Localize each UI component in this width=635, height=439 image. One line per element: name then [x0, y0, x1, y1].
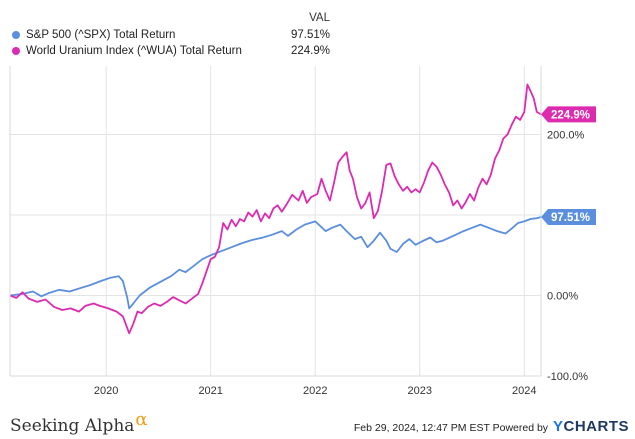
logo-text: Seeking Alpha	[10, 416, 135, 436]
line-chart: 200.0%100.0%0.00%-100.0%2020202120222023…	[9, 66, 596, 397]
wua-end-value-label: 224.9%	[551, 109, 590, 121]
legend-item-value: 224.9%	[290, 45, 330, 57]
y-tick-label: 200.0%	[547, 129, 585, 141]
legend-item-name: S&P 500 (^SPX) Total Return	[26, 29, 176, 41]
wua-series-dot-icon	[12, 47, 20, 55]
y-tick-label: -100.0%	[547, 371, 588, 383]
spx-end-value-label: 97.51%	[551, 212, 590, 224]
legend-item-wua[interactable]: World Uranium Index (^WUA) Total Return …	[12, 43, 330, 59]
legend-item-name: World Uranium Index (^WUA) Total Return	[26, 45, 242, 57]
spx-series-line	[9, 216, 542, 310]
spx-end-value-flag	[541, 208, 596, 225]
footer: Seeking Alphaα Feb 29, 2024, 12:47 PM ES…	[0, 400, 635, 439]
wua-end-value-flag	[541, 106, 596, 123]
spx-series-dot-icon	[12, 31, 20, 39]
legend: VAL S&P 500 (^SPX) Total Return 97.51% W…	[12, 12, 330, 59]
legend-value-header: VAL	[309, 12, 330, 24]
wua-series-line	[9, 83, 542, 335]
x-tick-label: 2023	[408, 385, 432, 397]
timestamp-attribution: Feb 29, 2024, 12:47 PM EST Powered by YC…	[354, 418, 629, 435]
timestamp-text: Feb 29, 2024, 12:47 PM EST Powered by	[353, 422, 549, 434]
x-tick-label: 2021	[198, 385, 222, 397]
x-tick-label: 2024	[512, 385, 536, 397]
seeking-alpha-logo: Seeking Alphaα	[10, 409, 148, 436]
y-tick-label: 0.00%	[547, 290, 578, 302]
legend-item-value: 97.51%	[290, 29, 330, 41]
x-tick-label: 2020	[94, 385, 118, 397]
legend-item-spx[interactable]: S&P 500 (^SPX) Total Return 97.51%	[12, 27, 330, 43]
x-tick-label: 2022	[303, 385, 327, 397]
ycharts-y-mark: Y	[552, 418, 564, 435]
ycharts-logo[interactable]: YCHARTS	[553, 418, 629, 435]
ycharts-wordmark: CHARTS	[563, 418, 629, 435]
alpha-logo-icon: α	[135, 409, 148, 430]
